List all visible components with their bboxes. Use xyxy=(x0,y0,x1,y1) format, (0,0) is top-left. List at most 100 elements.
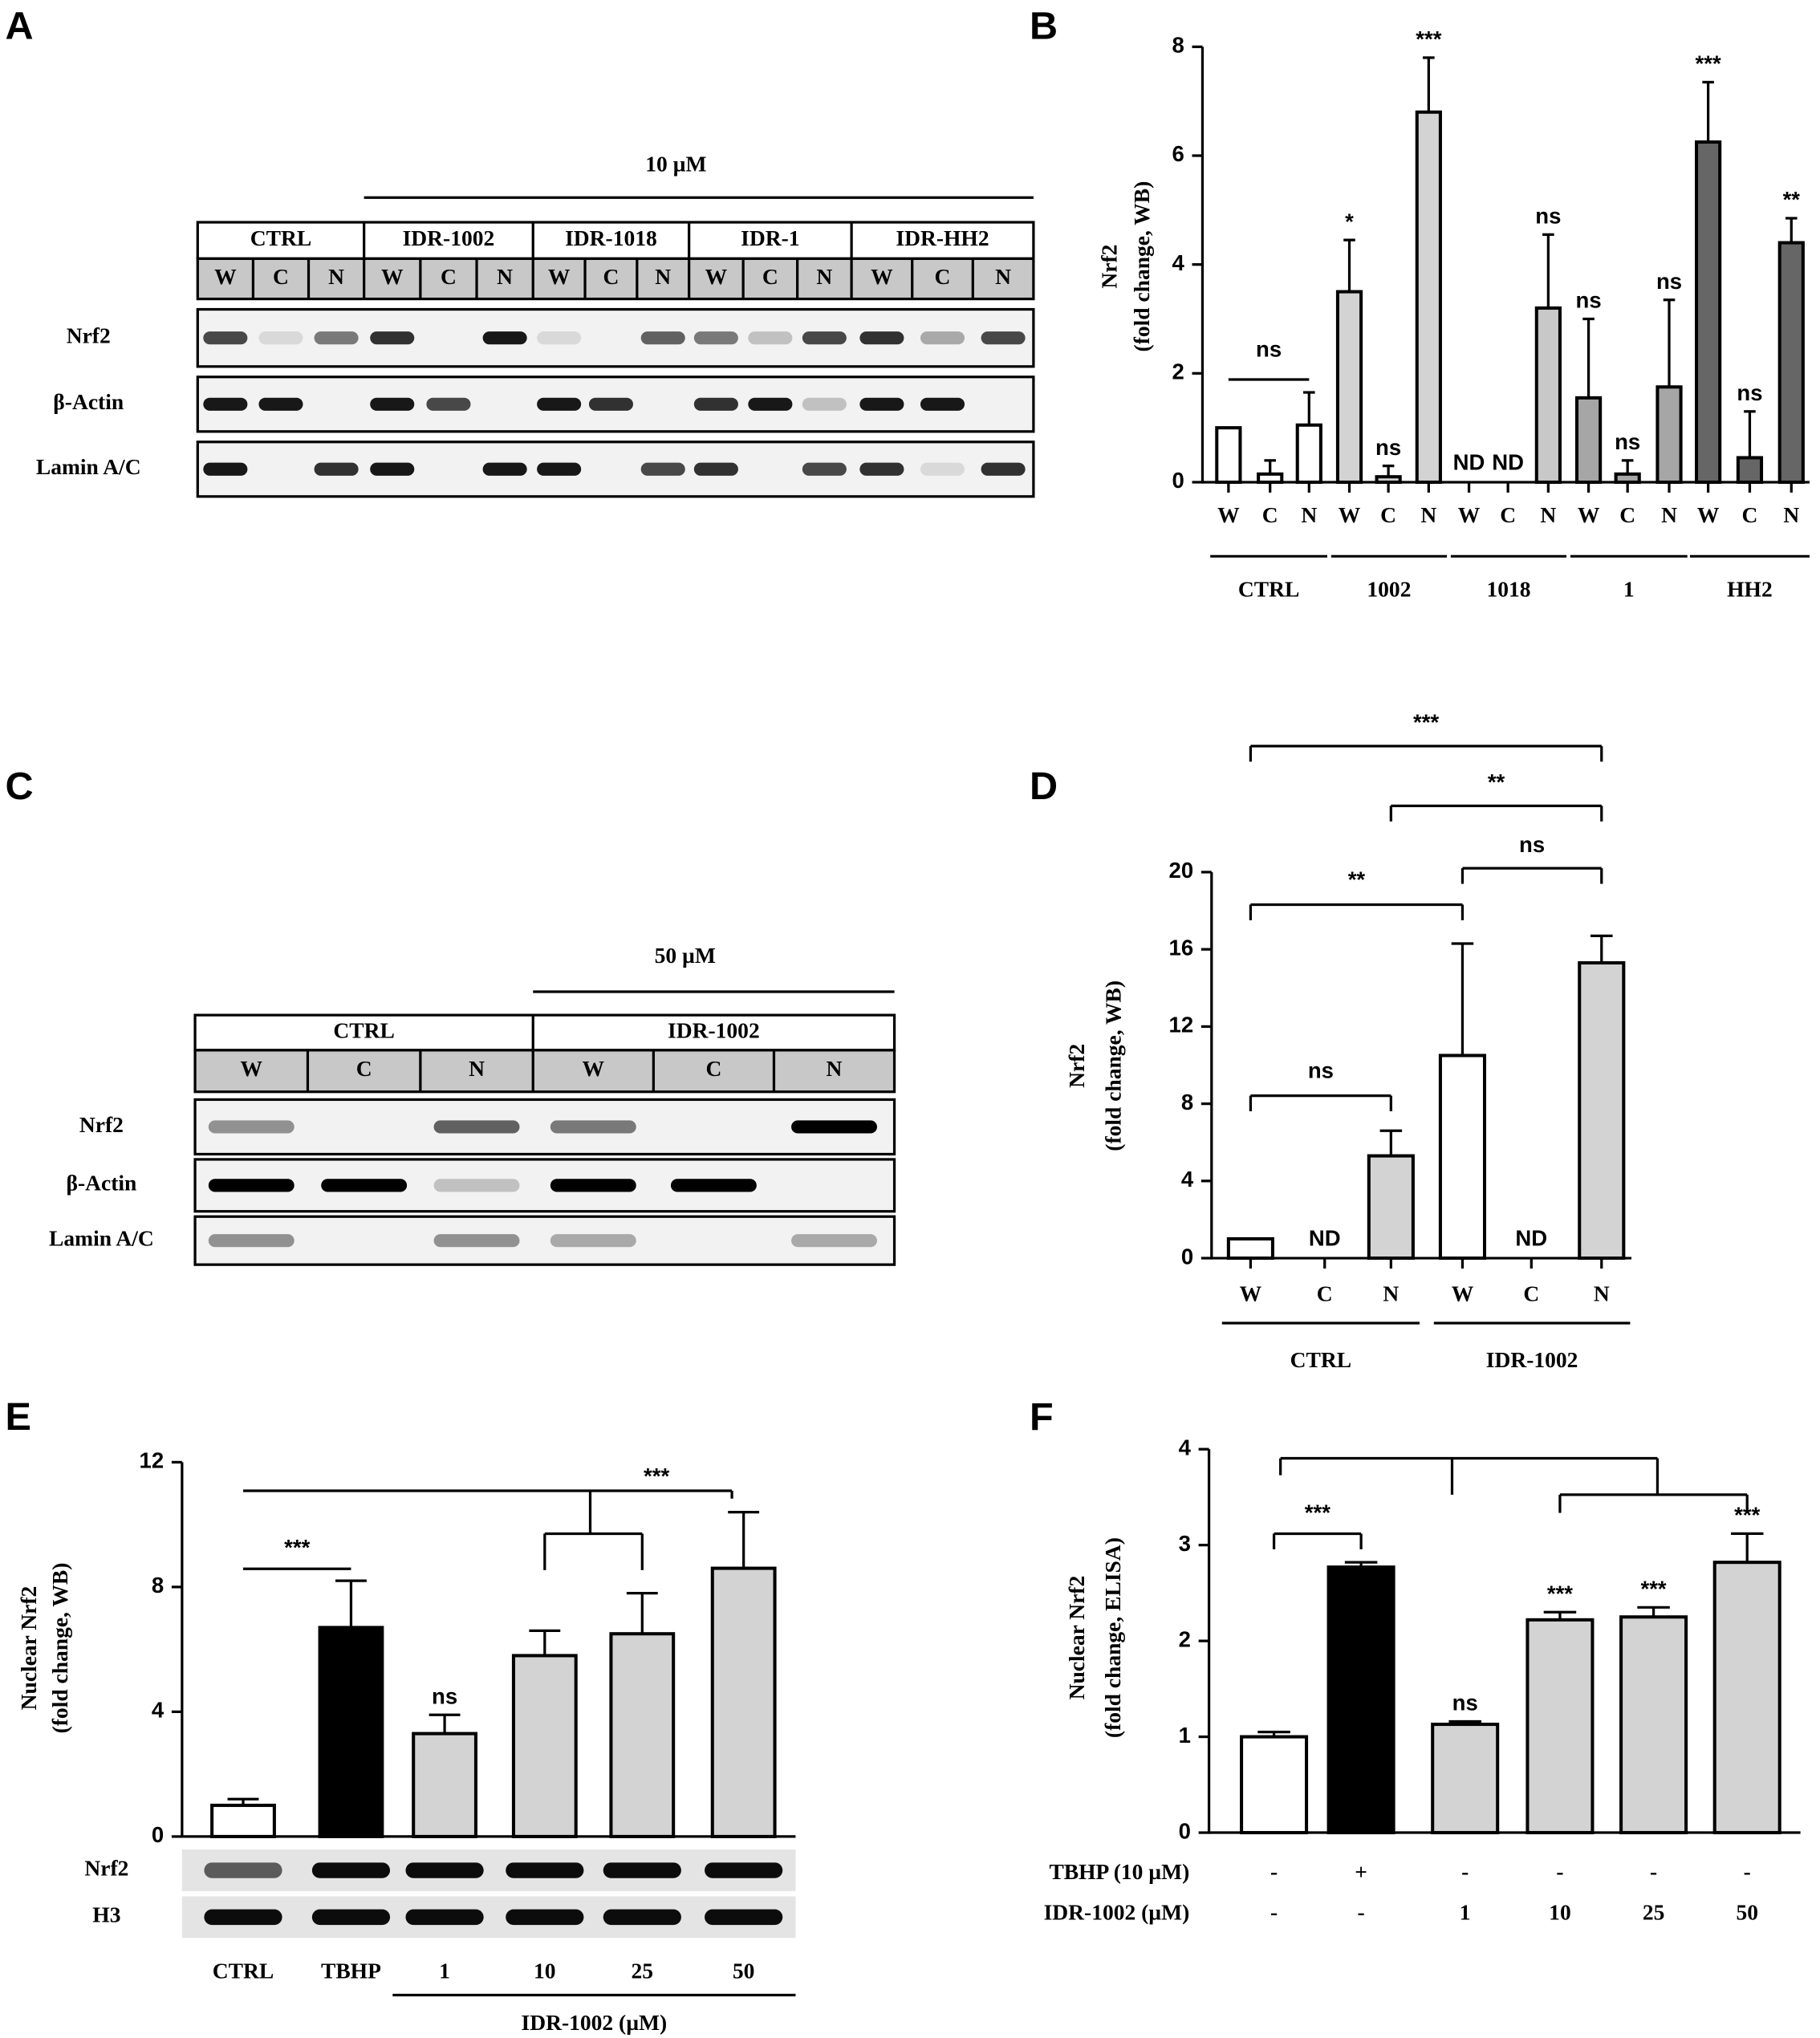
band xyxy=(791,1234,877,1248)
bar xyxy=(1736,456,1764,485)
x-tick-label: N xyxy=(1383,1281,1399,1305)
band xyxy=(802,397,847,411)
x-tick-label: C xyxy=(1742,502,1758,527)
x-tick-label: W xyxy=(1452,1281,1474,1305)
bar xyxy=(1614,472,1641,485)
x-tick-label: CTRL xyxy=(213,1958,274,1983)
band xyxy=(405,1909,484,1926)
band xyxy=(920,331,965,345)
bracket-label: ** xyxy=(1488,769,1505,794)
x-row-value: - xyxy=(1270,1899,1278,1924)
blot-row-label: β-Actin xyxy=(53,389,124,414)
bracket-label: *** xyxy=(644,1464,669,1488)
y-tick-label: 0 xyxy=(1181,1244,1193,1269)
x-tick-label: N xyxy=(1420,502,1436,527)
x-tick-label: 50 xyxy=(733,1958,755,1983)
blot-row-label: Lamin A/C xyxy=(36,454,141,479)
band xyxy=(802,462,847,476)
band xyxy=(482,331,527,345)
significance-label: ns xyxy=(1576,288,1602,313)
y-tick-label: 20 xyxy=(1169,858,1194,883)
band xyxy=(603,1909,681,1926)
significance-label: ns xyxy=(1452,1691,1478,1715)
bar xyxy=(710,1566,777,1838)
band xyxy=(203,462,248,476)
band xyxy=(705,1862,783,1878)
y-axis-label: Nrf2 xyxy=(1064,1044,1089,1088)
x-tick-label: W xyxy=(1697,502,1720,527)
lane-label: W xyxy=(381,264,404,289)
bar xyxy=(1415,110,1442,485)
band xyxy=(693,331,738,345)
lane-label: C xyxy=(603,264,619,289)
y-tick-label: 4 xyxy=(1179,1435,1192,1459)
band xyxy=(705,1909,783,1926)
band xyxy=(550,1120,636,1134)
x-tick-label: W xyxy=(1578,502,1600,527)
bracket-label: ns xyxy=(1308,1058,1334,1083)
lane-label: N xyxy=(816,264,832,289)
bar xyxy=(1375,475,1402,485)
group-label: 1 xyxy=(1623,576,1635,601)
x-tick-label: 10 xyxy=(534,1958,556,1983)
x-tick-label: W xyxy=(1240,1281,1262,1305)
band xyxy=(537,331,582,345)
significance-label: ns xyxy=(1737,380,1762,405)
group-label: CTRL xyxy=(333,1017,394,1042)
y-tick-label: 4 xyxy=(1181,1167,1194,1192)
band xyxy=(204,1862,282,1878)
band xyxy=(981,331,1026,345)
band xyxy=(258,397,303,411)
x-tick-label: C xyxy=(1317,1281,1333,1305)
group-label: IDR-HH2 xyxy=(896,225,989,250)
band xyxy=(550,1179,636,1192)
band xyxy=(426,397,471,411)
band xyxy=(433,1179,520,1192)
panel-label: B xyxy=(1030,4,1058,47)
band xyxy=(370,331,415,345)
x-tick-label: C xyxy=(1500,502,1516,527)
y-tick-label: 16 xyxy=(1169,935,1194,960)
bracket-label: *** xyxy=(1413,710,1439,735)
band xyxy=(311,1909,391,1926)
significance-label: ND xyxy=(1515,1226,1547,1251)
y-axis-label: (fold change, WB) xyxy=(1129,181,1154,352)
y-tick-label: 3 xyxy=(1179,1531,1191,1556)
bar xyxy=(1257,472,1284,485)
lane-header xyxy=(193,1049,896,1094)
x-tick-label: W xyxy=(1339,502,1361,527)
x-row-value: - xyxy=(1461,1859,1469,1884)
significance-label: ** xyxy=(1783,187,1801,212)
y-axis-label: (fold change, ELISA) xyxy=(1100,1537,1125,1738)
x-row-value: - xyxy=(1270,1859,1278,1884)
significance-label: *** xyxy=(1696,51,1721,76)
bar xyxy=(1655,385,1683,485)
lane-label: N xyxy=(995,264,1011,289)
lane-label: W xyxy=(705,264,728,289)
bar xyxy=(1367,1154,1415,1261)
blot-row-label: Nrf2 xyxy=(84,1855,128,1880)
lane-label: C xyxy=(356,1056,372,1081)
band xyxy=(693,462,738,476)
band xyxy=(208,1234,295,1248)
x-tick-label: C xyxy=(1619,502,1635,527)
band xyxy=(859,462,904,476)
group-label: IDR-1002 xyxy=(1486,1347,1578,1372)
lane-header xyxy=(196,257,1035,301)
x-row-value: 25 xyxy=(1643,1899,1665,1924)
blot-row-label: H3 xyxy=(92,1902,120,1927)
bracket-label: ns xyxy=(1519,832,1545,857)
blot-row xyxy=(193,1098,896,1156)
significance-label: *** xyxy=(1416,26,1441,51)
x-row-value: - xyxy=(1358,1899,1365,1924)
band xyxy=(506,1862,584,1878)
significance-label: * xyxy=(1345,209,1354,233)
band xyxy=(405,1862,484,1878)
x-tick-label: N xyxy=(1301,502,1317,527)
significance-label: *** xyxy=(1547,1581,1573,1606)
bar xyxy=(1578,960,1626,1261)
significance-label: ns xyxy=(1375,435,1401,460)
y-tick-label: 6 xyxy=(1172,141,1184,166)
band xyxy=(859,331,904,345)
